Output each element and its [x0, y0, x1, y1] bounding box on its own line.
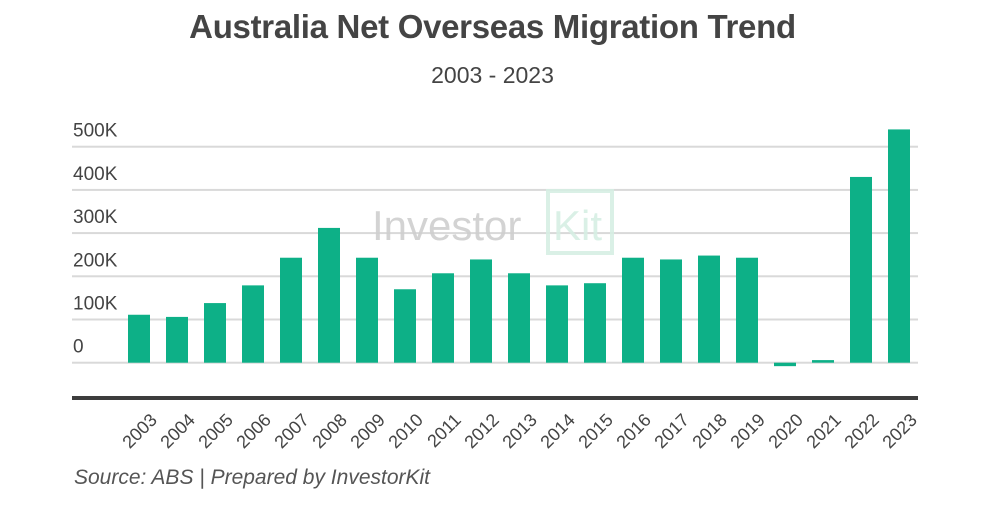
investorkit-watermark: Investor Kit	[372, 189, 614, 255]
bar-2017	[660, 259, 682, 363]
x-axis-labels: 2003200420052006200720082009201020112012…	[118, 410, 920, 452]
watermark-text: Investor	[372, 202, 521, 249]
gridline	[72, 361, 918, 364]
bar-2019	[736, 257, 758, 363]
x-tick-label: 2018	[688, 410, 730, 452]
bar-2011	[432, 273, 454, 363]
bar-2022	[850, 176, 872, 363]
bar-2005	[204, 303, 226, 363]
bar-2008	[318, 227, 340, 363]
bar-2003	[128, 314, 150, 363]
chart-subtitle: 2003 - 2023	[431, 62, 554, 88]
x-tick-label: 2013	[498, 410, 540, 452]
x-tick-label: 2014	[536, 410, 578, 452]
x-tick-label: 2012	[460, 410, 502, 452]
x-tick-label: 2021	[802, 410, 844, 452]
bar-2004	[166, 316, 188, 363]
watermark-kit-text: Kit	[553, 202, 602, 249]
x-tick-label: 2019	[726, 410, 768, 452]
x-tick-label: 2008	[308, 410, 350, 452]
x-tick-label: 2006	[232, 410, 274, 452]
x-tick-label: 2016	[612, 410, 654, 452]
y-tick-label: 400K	[73, 164, 118, 185]
bar-2010	[394, 289, 416, 363]
x-tick-label: 2005	[194, 410, 236, 452]
gridline	[72, 188, 918, 191]
gridline	[72, 145, 918, 148]
x-tick-label: 2022	[840, 410, 882, 452]
bar-2015	[584, 283, 606, 363]
y-tick-label: 300K	[73, 207, 118, 228]
gridline	[72, 275, 918, 278]
x-tick-label: 2007	[270, 410, 312, 452]
x-tick-label: 2023	[878, 410, 920, 452]
chart-title: Australia Net Overseas Migration Trend	[189, 8, 796, 45]
x-tick-label: 2011	[423, 410, 465, 452]
y-tick-label: 200K	[73, 250, 118, 271]
x-tick-label: 2009	[346, 410, 388, 452]
x-tick-label: 2010	[384, 410, 426, 452]
bar-2021	[812, 360, 834, 363]
bar-2007	[280, 257, 302, 363]
source-note: Source: ABS | Prepared by InvestorKit	[74, 466, 431, 489]
watermark-box	[546, 189, 614, 255]
y-tick-label: 0	[73, 337, 84, 358]
bar-2014	[546, 285, 568, 363]
y-tick-label: 500K	[73, 121, 118, 142]
bar-2023	[888, 129, 910, 363]
bar-2012	[470, 259, 492, 363]
y-tick-label: 100K	[73, 294, 118, 315]
gridlines	[72, 145, 918, 364]
x-tick-label: 2020	[764, 410, 806, 452]
gridline	[72, 232, 918, 235]
bars	[128, 129, 910, 367]
bar-2013	[508, 273, 530, 363]
x-tick-label: 2004	[156, 410, 198, 452]
x-tick-label: 2003	[118, 410, 160, 452]
gridline	[72, 318, 918, 321]
bar-2009	[356, 257, 378, 363]
bar-2018	[698, 255, 720, 363]
bar-2006	[242, 285, 264, 363]
bar-2016	[622, 257, 644, 363]
y-axis-labels: 0 100K 200K 300K 400K 500K	[73, 121, 118, 358]
x-tick-label: 2015	[574, 410, 616, 452]
x-tick-label: 2017	[650, 410, 692, 452]
bar-2020	[774, 362, 796, 367]
x-axis-line	[72, 396, 918, 400]
